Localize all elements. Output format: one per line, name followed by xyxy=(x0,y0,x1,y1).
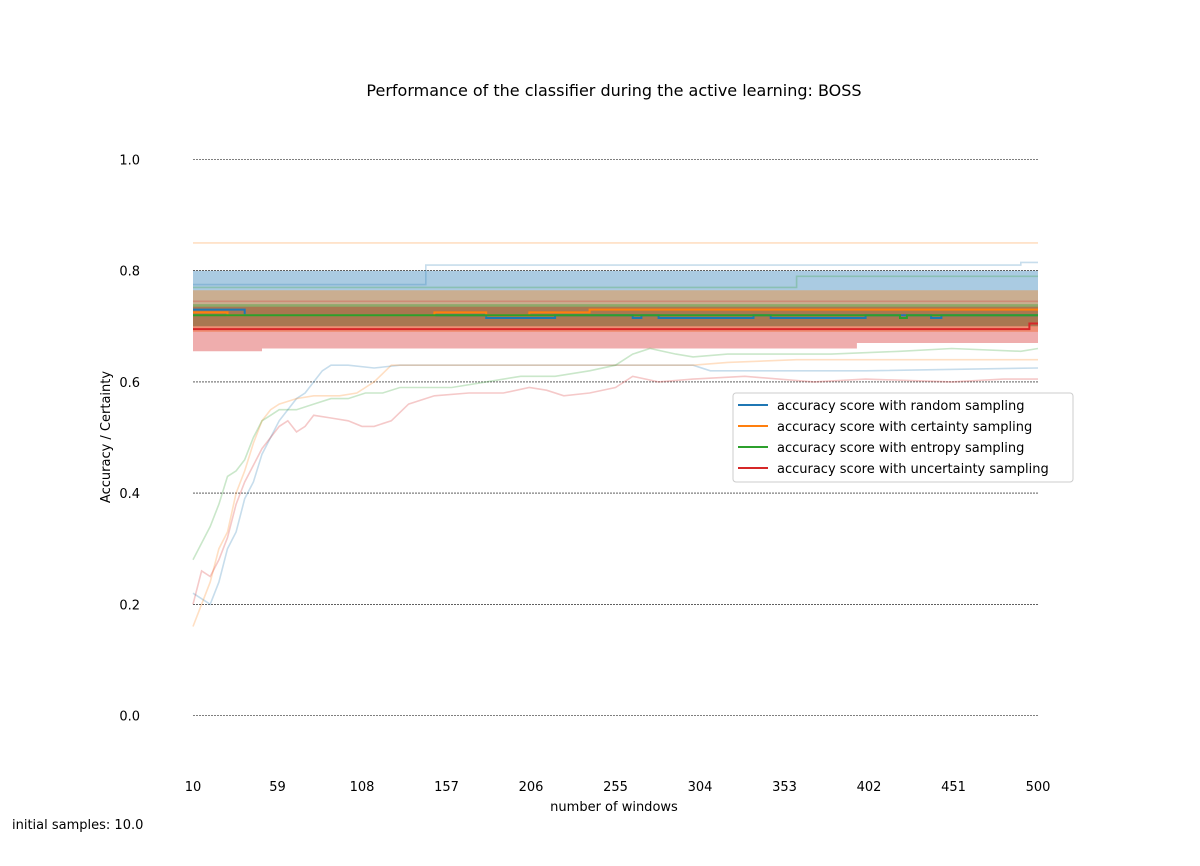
x-tick-label: 157 xyxy=(434,780,459,795)
band-series-2 xyxy=(193,290,1038,332)
y-tick-label: 0.0 xyxy=(119,710,140,725)
x-tick-label: 304 xyxy=(688,780,713,795)
x-tick-label: 10 xyxy=(185,780,202,795)
accuracy-line-series-3 xyxy=(193,314,1038,319)
legend-frame xyxy=(732,392,1074,483)
x-axis-ticks: 10 59 108 157 206 255 304 353 402 451 500 xyxy=(185,780,1051,795)
legend: accuracy score with random sampling accur… xyxy=(732,392,1074,483)
x-tick-label: 451 xyxy=(941,780,966,795)
y-tick-label: 0.4 xyxy=(119,487,140,502)
accuracy-line-series-4 xyxy=(193,322,1038,331)
initial-samples-note: initial samples: 10.0 xyxy=(12,818,144,833)
legend-label-3: accuracy score with entropy sampling xyxy=(777,441,1024,456)
certainty-low-series-1 xyxy=(192,364,1039,606)
confidence-bands xyxy=(193,270,1038,352)
certainty-high-series-3 xyxy=(193,275,1038,289)
y-tick-label: 0.2 xyxy=(119,598,140,613)
x-tick-label: 59 xyxy=(269,780,286,795)
y-tick-label: 0.8 xyxy=(119,265,140,280)
certainty-low-series-2 xyxy=(192,358,1038,627)
x-tick-label: 402 xyxy=(857,780,882,795)
x-tick-label: 206 xyxy=(519,780,544,795)
certainty-high-series-1 xyxy=(193,261,1038,286)
certainty-low-series-4 xyxy=(192,375,1038,605)
x-axis-label: number of windows xyxy=(550,800,678,815)
x-tick-label: 255 xyxy=(603,780,628,795)
legend-label-1: accuracy score with random sampling xyxy=(777,399,1024,414)
y-axis-label: Accuracy / Certainty xyxy=(99,371,114,503)
certainty-lines xyxy=(192,242,1039,627)
band-series-1 xyxy=(193,270,1038,327)
legend-label-2: accuracy score with certainty sampling xyxy=(777,420,1032,435)
chart-title: Performance of the classifier during the… xyxy=(366,81,861,100)
certainty-low-series-3 xyxy=(192,347,1039,561)
y-tick-label: 0.6 xyxy=(119,376,140,391)
y-tick-label: 1.0 xyxy=(119,154,140,169)
accuracy-lines xyxy=(193,308,1038,331)
legend-label-4: accuracy score with uncertainty sampling xyxy=(777,462,1049,477)
x-tick-label: 500 xyxy=(1026,780,1051,795)
x-tick-label: 108 xyxy=(350,780,375,795)
x-tick-label: 353 xyxy=(772,780,797,795)
y-axis-ticks: 0.0 0.2 0.4 0.6 0.8 1.0 xyxy=(119,154,140,725)
